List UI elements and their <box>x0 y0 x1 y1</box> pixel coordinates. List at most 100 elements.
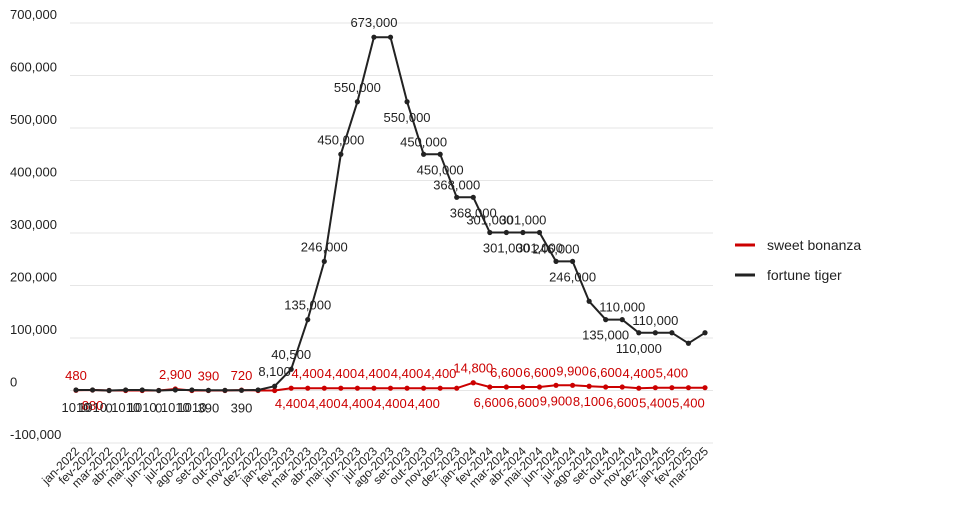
data-label: 9,900 <box>556 363 589 378</box>
series-lines <box>73 34 708 394</box>
data-point <box>487 229 493 236</box>
data-label: 1010 <box>161 400 190 415</box>
data-label: 4,400 <box>325 366 358 381</box>
data-point <box>321 385 327 391</box>
data-point <box>387 385 394 391</box>
data-label: 0 <box>155 401 162 416</box>
data-label: 450,000 <box>400 134 447 149</box>
data-point <box>139 387 145 393</box>
data-point <box>288 366 294 372</box>
data-label: 1010 <box>177 400 206 415</box>
data-point <box>487 384 493 390</box>
data-label: 4,400 <box>424 366 457 381</box>
data-label: 135,000 <box>284 298 331 313</box>
y-tick-label: 700,000 <box>10 7 57 22</box>
data-label: 4,400 <box>358 366 391 381</box>
data-label: 550,000 <box>384 110 431 125</box>
data-point <box>536 229 543 236</box>
series-fortune-tiger <box>73 34 708 394</box>
data-label: 110,000 <box>599 300 645 315</box>
data-point <box>603 317 609 323</box>
data-label: 246,000 <box>301 239 348 254</box>
data-point <box>685 340 692 346</box>
data-point <box>338 151 344 157</box>
data-point <box>272 383 278 389</box>
data-label: 4,400 <box>341 396 374 411</box>
data-label: 450,000 <box>417 162 464 177</box>
data-label: 6,600 <box>606 395 639 410</box>
data-label: 4,400 <box>623 366 656 381</box>
data-label: 1010 <box>128 400 157 415</box>
data-label: 5,400 <box>672 396 705 411</box>
data-point <box>454 194 460 200</box>
data-point <box>503 384 509 390</box>
data-point <box>156 387 162 394</box>
data-label: 5,400 <box>656 366 689 381</box>
data-label: 1010 <box>111 400 140 415</box>
data-point <box>503 229 509 236</box>
data-point <box>189 387 195 393</box>
data-point <box>702 385 708 391</box>
data-point <box>238 387 245 393</box>
data-point <box>652 330 658 336</box>
y-tick-label: 200,000 <box>10 270 57 285</box>
data-point <box>404 99 410 105</box>
data-point <box>603 384 609 390</box>
data-point <box>371 34 377 40</box>
data-point <box>702 330 708 336</box>
data-point <box>255 387 261 393</box>
data-point <box>305 317 311 323</box>
data-point <box>553 382 559 388</box>
data-label: 40,500 <box>271 347 311 362</box>
data-point <box>205 387 212 393</box>
data-point <box>172 387 178 393</box>
data-point <box>437 385 443 391</box>
data-label: 4,400 <box>374 396 407 411</box>
legend-label: fortune tiger <box>767 267 842 283</box>
data-label: 4,400 <box>275 396 308 411</box>
data-label: 390 <box>198 400 220 415</box>
data-point <box>354 99 360 105</box>
data-label: 6,600 <box>490 365 523 380</box>
data-label: 880 <box>82 398 104 413</box>
data-label: 6,600 <box>474 395 507 410</box>
data-point <box>619 384 625 390</box>
data-label: 6,600 <box>507 395 540 410</box>
data-point <box>222 387 228 393</box>
data-label: 4,400 <box>308 396 341 411</box>
data-point <box>520 229 526 236</box>
data-point <box>619 317 625 323</box>
data-point <box>437 151 443 157</box>
data-label: 135,000 <box>582 328 629 343</box>
data-label: 110,000 <box>632 313 678 328</box>
data-label: 2,900 <box>159 367 192 382</box>
data-point <box>569 258 576 264</box>
y-tick-label: 0 <box>10 375 17 390</box>
data-point <box>421 151 427 157</box>
y-tick-label: 400,000 <box>10 165 57 180</box>
data-point <box>636 330 642 336</box>
data-point <box>421 385 427 391</box>
data-point <box>338 385 344 391</box>
data-label: 4,400 <box>291 366 324 381</box>
data-label: 368,000 <box>433 177 480 192</box>
data-point <box>586 298 592 304</box>
data-point <box>73 387 79 393</box>
data-label: 450,000 <box>317 132 364 147</box>
data-point <box>669 385 675 391</box>
y-tick-label: -100,000 <box>10 427 61 442</box>
y-axis-ticks: -100,000 0 100,000 200,000 300,000 400,000 500… <box>10 7 61 442</box>
data-label: 720 <box>231 368 253 383</box>
data-point <box>470 380 476 386</box>
data-point <box>387 34 394 40</box>
legend-item: sweet bonanza <box>735 237 861 253</box>
data-point <box>354 385 360 391</box>
data-point <box>288 385 294 391</box>
data-label: 1010 <box>62 400 91 415</box>
y-tick-label: 300,000 <box>10 217 57 232</box>
legend: sweet bonanza fortune tiger <box>735 237 861 283</box>
data-point <box>470 194 476 200</box>
data-point <box>123 387 129 393</box>
